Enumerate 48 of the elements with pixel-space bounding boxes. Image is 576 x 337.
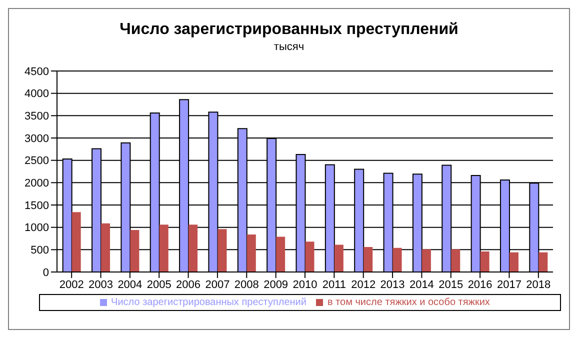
x-tick-label: 2011 xyxy=(322,278,346,291)
bar xyxy=(72,212,81,272)
bar xyxy=(276,236,286,272)
bar xyxy=(509,252,518,272)
y-tick-label: 2000 xyxy=(24,178,49,190)
bar xyxy=(159,224,168,272)
x-tick-label: 2012 xyxy=(351,278,376,291)
chart-subtitle: тысяч xyxy=(272,41,306,53)
bar xyxy=(334,244,344,272)
legend-label: в том числе тяжких и особо тяжких xyxy=(327,297,490,308)
bar xyxy=(246,234,256,272)
x-tick-label: 2018 xyxy=(526,278,551,291)
bar xyxy=(130,230,140,272)
x-tick-label: 2013 xyxy=(380,278,405,291)
bar xyxy=(451,249,460,272)
y-tick-label: 2500 xyxy=(24,155,49,168)
x-tick-label: 2006 xyxy=(176,278,201,291)
y-tick-label: 1500 xyxy=(24,200,49,212)
x-tick-label: 2010 xyxy=(292,278,318,291)
bar xyxy=(364,246,373,272)
bar xyxy=(305,242,314,272)
x-tick-label: 2009 xyxy=(264,278,288,291)
y-tick-label: 4500 xyxy=(24,66,49,78)
bar xyxy=(392,248,402,272)
x-tick-label: 2005 xyxy=(146,278,172,291)
y-tick-label: 3500 xyxy=(24,110,49,123)
x-tick-label: 2002 xyxy=(59,278,84,291)
x-tick-label: 2016 xyxy=(468,278,492,291)
y-tick-label: 4000 xyxy=(24,88,49,100)
x-tick-label: 2017 xyxy=(496,278,522,291)
y-tick-label: 500 xyxy=(30,244,49,257)
x-tick-label: 2004 xyxy=(118,278,142,291)
x-tick-label: 2003 xyxy=(88,278,114,291)
chart-title: Число зарегистрированных преступлений xyxy=(118,21,460,39)
x-tick-label: 2015 xyxy=(438,278,464,291)
bar xyxy=(188,224,198,272)
y-tick-label: 1000 xyxy=(24,222,49,234)
x-tick-label: 2007 xyxy=(205,278,230,291)
bar xyxy=(422,249,431,272)
x-tick-label: 2014 xyxy=(409,278,434,291)
bar xyxy=(218,229,227,272)
y-tick-label: 0 xyxy=(42,266,49,279)
x-tick-label: 2008 xyxy=(234,278,259,291)
bar xyxy=(538,252,548,272)
bar xyxy=(101,223,110,272)
y-tick-label: 3000 xyxy=(24,132,49,145)
legend-label: Число зарегистрированных преступлений xyxy=(111,297,306,308)
bar xyxy=(480,251,490,272)
